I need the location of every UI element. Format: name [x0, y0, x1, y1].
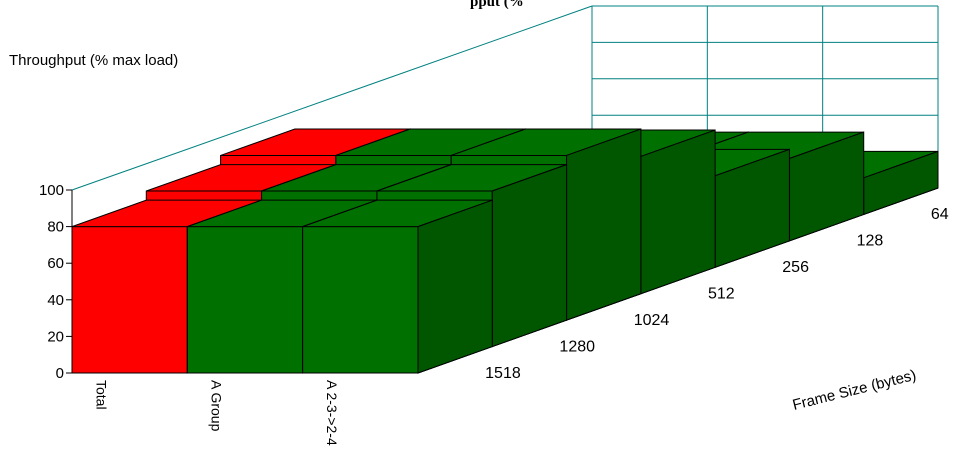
left-wall-top: [71, 5, 593, 191]
category-label: Total: [93, 380, 109, 410]
y-tick-label: 80: [47, 219, 64, 236]
bars-layer: [71, 128, 939, 374]
y-tick-label: 20: [47, 328, 64, 345]
bar-front-face: [302, 226, 419, 374]
chart-title-fragment: pput (%: [470, 0, 524, 10]
frame-size-label: 1024: [634, 312, 670, 329]
frame-size-label: 64: [931, 206, 949, 223]
frame-size-label: 128: [857, 233, 884, 250]
y-tick-label: 60: [47, 255, 64, 272]
depth-axis-title: Frame Size (bytes): [791, 367, 918, 414]
y-axis: 0 20 40 60 80 100: [39, 182, 73, 382]
bar-front-face: [186, 226, 304, 374]
bar-side-face: [417, 199, 493, 374]
y-axis-title: Throughput (% max load): [9, 52, 179, 69]
y-tick-label: 40: [47, 292, 64, 309]
bar-front-face: [71, 226, 188, 374]
category-label: A Group: [209, 380, 225, 432]
category-label: A 2-3->2-4: [324, 380, 340, 446]
bar-side-face: [566, 128, 642, 321]
frame-size-label: 1280: [559, 338, 595, 355]
category-labels: Total A Group A 2-3->2-4: [93, 380, 340, 446]
y-tick-label: 100: [39, 182, 64, 199]
frame-size-label: 256: [782, 259, 809, 276]
frame-size-labels: 1518 1280 1024 512 256 128 64: [485, 206, 949, 382]
frame-size-label: 1518: [485, 365, 521, 382]
bar-side-face: [640, 129, 716, 295]
y-tick-label: 0: [56, 365, 64, 382]
bar-side-face: [491, 163, 568, 348]
frame-size-label: 512: [708, 286, 735, 303]
